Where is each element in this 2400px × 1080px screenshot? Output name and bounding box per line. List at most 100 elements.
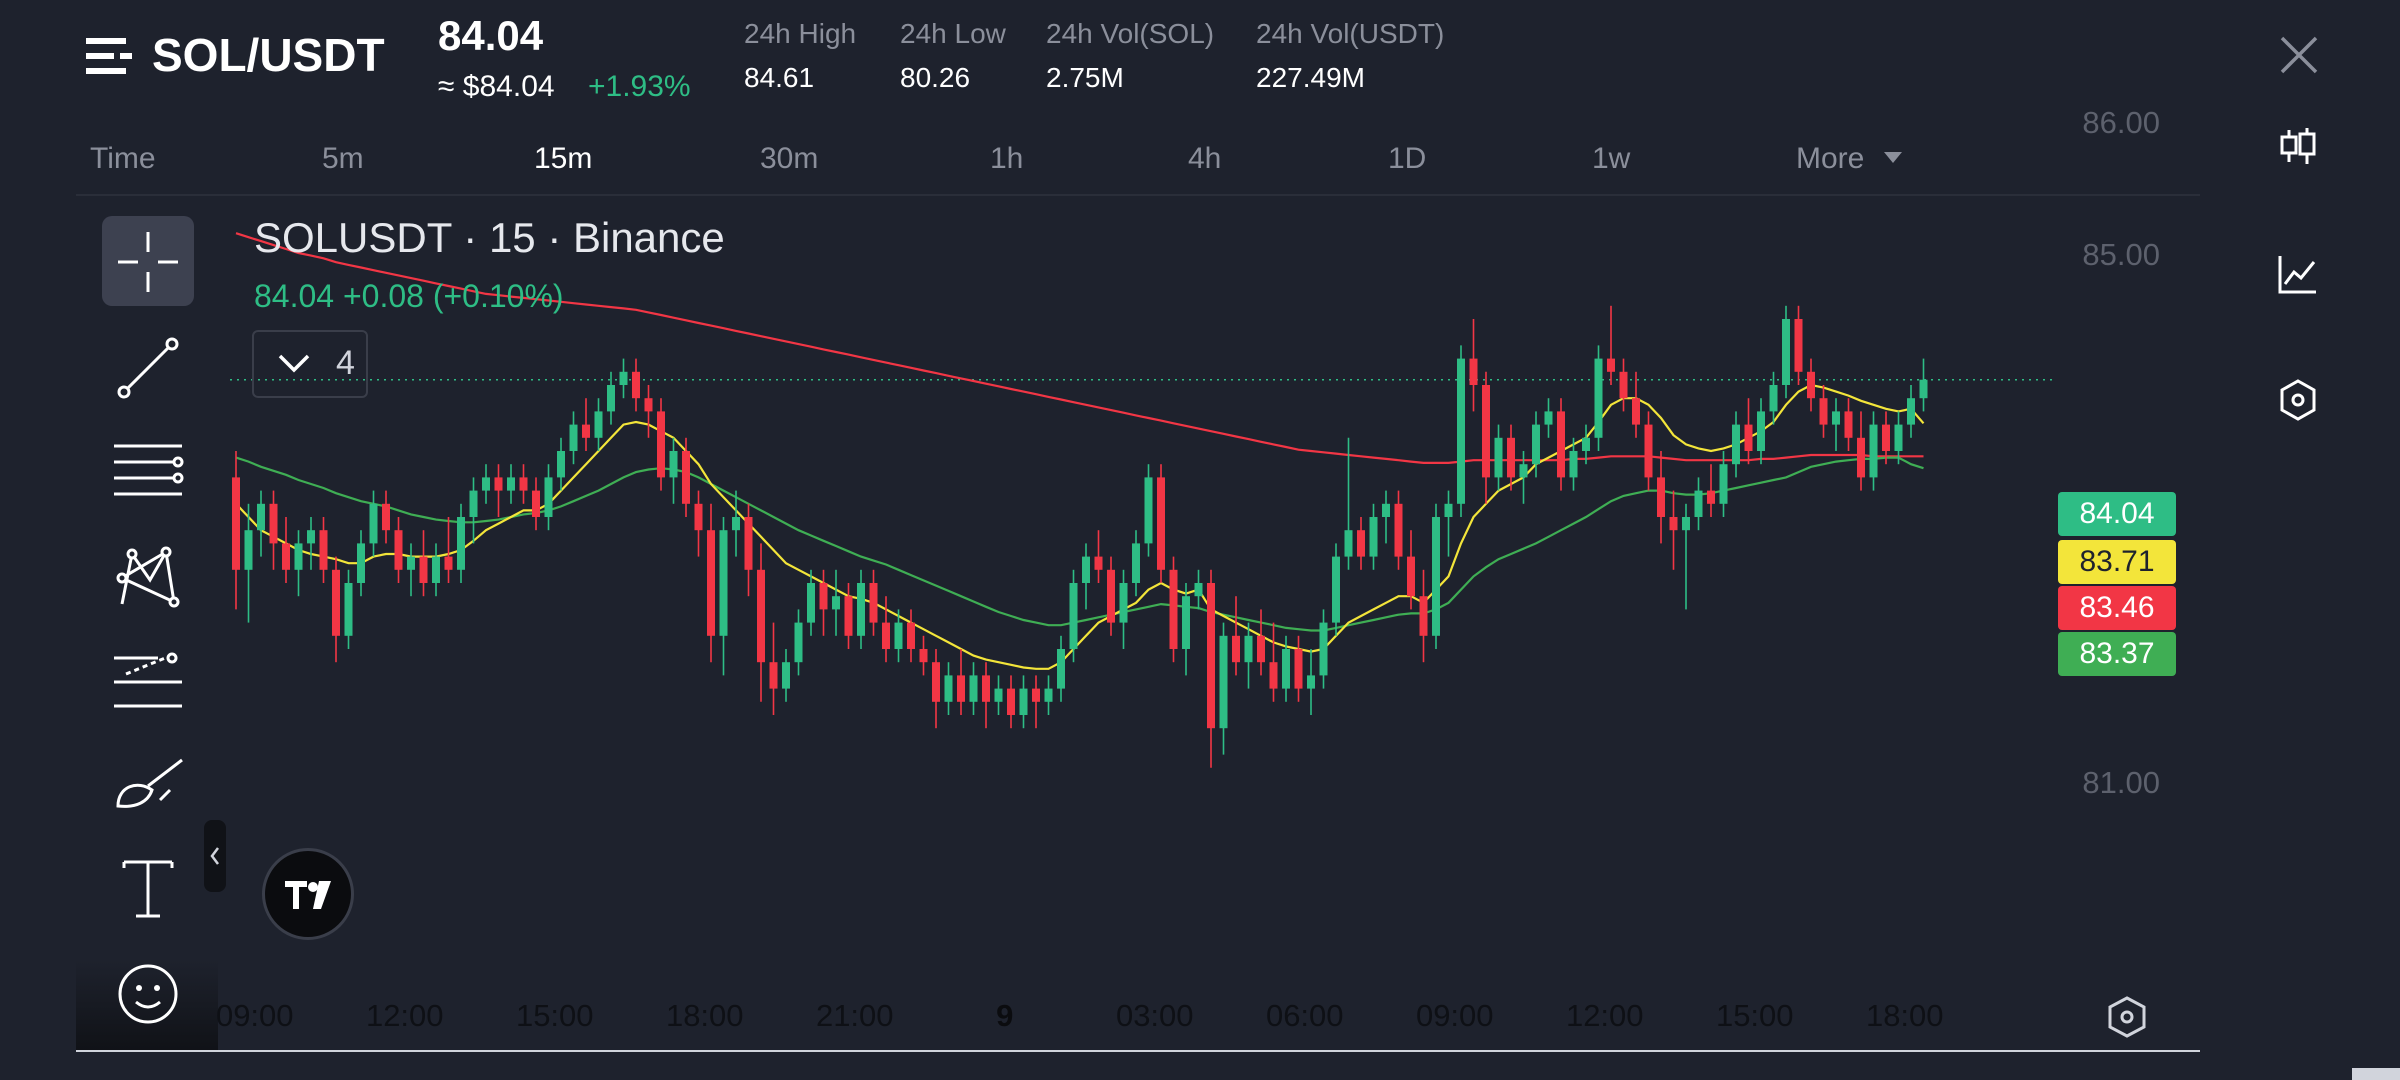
indicator-chart-icon[interactable] [2276,252,2320,296]
candle-body [369,503,378,544]
candle-body [1469,358,1478,385]
tab-time[interactable]: Time [90,142,156,175]
candle [1544,398,1553,438]
horizontal-lines-icon[interactable] [108,432,188,512]
candle-body [419,556,428,583]
tab-more[interactable]: More [1796,142,1865,175]
candle-body [407,556,415,570]
tab-1d[interactable]: 1D [1388,142,1427,175]
tab-15m[interactable]: 15m [534,142,593,175]
candle [407,543,415,597]
candle [894,609,903,663]
candle-body [869,583,878,623]
brush-icon[interactable] [108,746,188,826]
candle [957,649,965,715]
candle-body [944,675,953,702]
chevron-left-icon[interactable] [206,842,224,870]
candle [1694,477,1703,531]
candle [869,569,878,636]
candle [457,503,465,583]
emoji-icon[interactable] [108,954,188,1034]
candle [1294,635,1303,702]
candle-body [969,675,978,702]
candle-body [1882,424,1890,451]
crosshair-icon[interactable] [108,222,188,302]
candle [344,569,353,649]
candle-body [1394,503,1403,557]
candle-body [1282,649,1290,689]
toolbar-collapse-button[interactable] [204,820,226,892]
candle-body [657,411,665,478]
settings-hexagon-icon[interactable] [2276,378,2320,422]
chart-price-change: 84.04 +0.08 (+0.10%) [254,278,564,314]
candle [444,517,453,583]
x-tick-label: 12:00 [1566,998,1644,1033]
candle [1707,464,1715,517]
pattern-icon[interactable] [108,538,188,618]
candle [557,437,565,491]
candle-body [1632,398,1640,425]
candle [1057,635,1065,702]
tradingview-logo[interactable] [262,848,354,940]
candle [1832,398,1840,451]
last-price: 84.04 [438,12,544,59]
tab-30m[interactable]: 30m [760,142,819,175]
menu-icon[interactable] [86,36,132,76]
candle [532,477,540,531]
candle-body [1019,688,1028,715]
candle-body [1094,556,1103,570]
candle-body [1894,424,1903,451]
tab-5m[interactable]: 5m [322,142,364,175]
candle [1419,569,1428,663]
candle [1819,385,1828,438]
indicator-toggle-button[interactable] [252,330,368,398]
x-tick-label: 09:00 [1416,998,1494,1033]
chevron-down-icon[interactable] [276,352,312,376]
text-tool-icon[interactable] [108,848,188,928]
candle [807,569,815,636]
candle-body [594,411,603,438]
stat-label-24h-high: 24h High [744,18,857,49]
x-tick-label: 03:00 [1116,998,1194,1033]
candle [1857,411,1865,491]
candle [1282,635,1290,702]
candle-body [832,596,840,610]
trend-line-icon[interactable] [108,328,188,408]
x-tick-label: 15:00 [516,998,594,1033]
candle-body [394,530,403,570]
candle [1094,530,1103,583]
close-icon[interactable] [2276,32,2322,78]
tab-1h[interactable]: 1h [990,142,1024,175]
candle-body [1407,556,1415,597]
candle-body [482,477,490,491]
candle-body [1782,319,1790,385]
candle-body [557,451,565,478]
candle-body [507,477,515,491]
x-tick-label: 15:00 [1716,998,1794,1033]
candle [544,464,553,531]
chevron-down-icon[interactable] [1884,152,1902,164]
candle [1244,622,1253,689]
candle [1082,543,1090,610]
candle [1632,371,1640,438]
candle [582,398,590,451]
candle-body [319,530,328,570]
tradingview-logo-icon [285,881,331,909]
candle [494,464,503,517]
candlestick-icon[interactable] [2276,124,2320,168]
candle-body [782,662,790,689]
axis-settings-icon[interactable] [2104,994,2150,1040]
candle-body [1307,675,1315,689]
candle-body [819,583,828,610]
candle-body [1444,503,1453,517]
pair-title[interactable]: SOL/USDT [152,29,385,81]
tab-1w[interactable]: 1w [1592,142,1631,175]
tab-4h[interactable]: 4h [1188,142,1222,175]
candle [1482,371,1490,504]
candle-body [919,649,928,663]
candle-body [357,543,365,583]
fib-tool-icon[interactable] [108,640,188,720]
candle-body [1432,517,1440,636]
candle [1307,649,1315,715]
